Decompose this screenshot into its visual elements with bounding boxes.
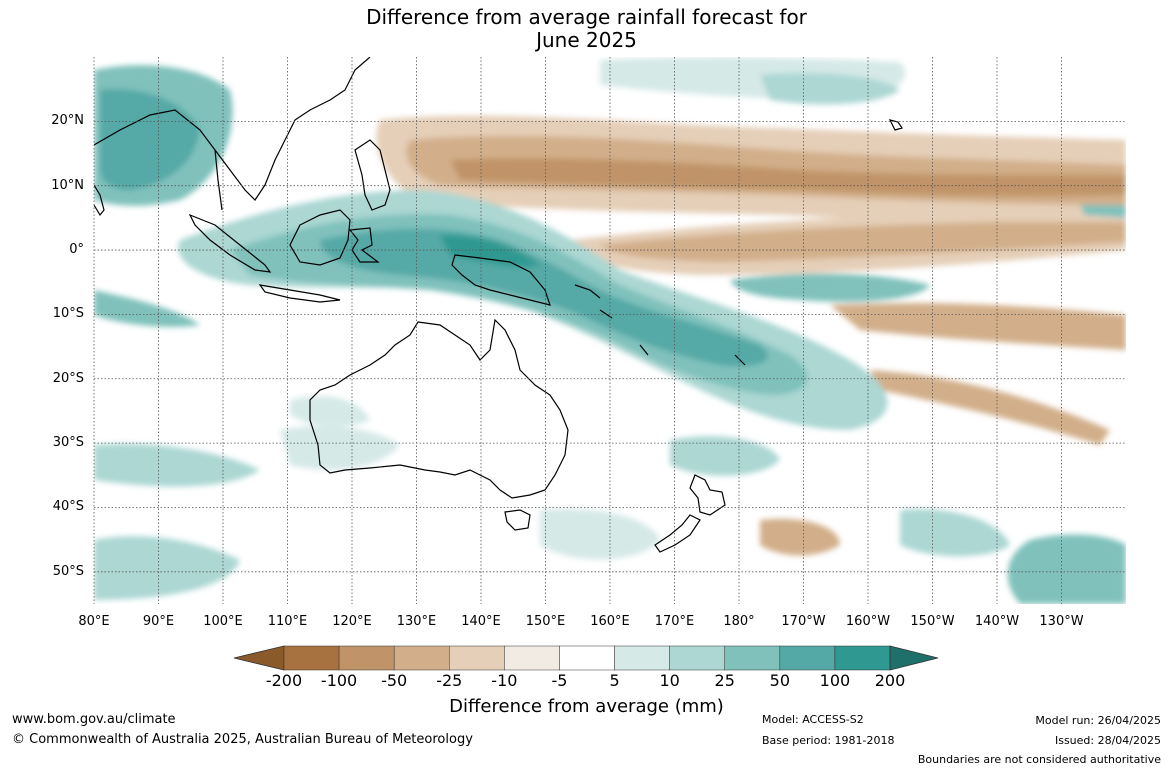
latitude-label: 20°N	[51, 113, 84, 129]
latitude-label: 0°	[69, 242, 84, 258]
colorbar-tick-label: -100	[320, 671, 358, 690]
longitude-label: 130°E	[396, 614, 437, 629]
longitude-label: 160°E	[590, 614, 630, 629]
latitude-label: 10°N	[51, 177, 84, 193]
colorbar-cell	[669, 645, 725, 671]
latitude-label: 50°S	[52, 563, 84, 579]
colorbar-cell	[283, 645, 340, 671]
longitude-label: 140°W	[974, 614, 1020, 629]
longitude-label: 130°W	[1039, 614, 1084, 629]
coastlines	[94, 57, 903, 553]
rainfall-anomaly-map	[93, 57, 1126, 604]
colorbar-cell	[614, 645, 670, 671]
latitude-label: 20°S	[52, 370, 84, 386]
colorbar-min-arrow	[233, 645, 285, 671]
colorbar-cell	[449, 645, 505, 671]
longitude-label: 170°E	[654, 614, 695, 629]
longitude-label: 80°E	[78, 614, 110, 629]
latitude-label: 40°S	[52, 499, 84, 515]
colorbar-cells	[233, 645, 939, 671]
colorbar-tick-label: -200	[265, 671, 303, 690]
colorbar-tick-label: 200	[874, 671, 906, 690]
colorbar-tick-label: 25	[714, 671, 735, 690]
colorbar-label: Difference from average (mm)	[449, 696, 724, 717]
colorbar-cell	[393, 645, 450, 671]
longitude-label: 170°W	[781, 614, 826, 629]
latitude-label: 10°S	[52, 306, 84, 322]
base-period: Base period: 1981-2018	[762, 734, 895, 747]
colorbar-tick-label: -25	[436, 671, 463, 690]
map-title: Difference from average rainfall forecas…	[366, 5, 807, 29]
graticule	[93, 57, 1126, 604]
longitude-label: 100°E	[203, 614, 243, 629]
colorbar-cell	[724, 645, 781, 671]
longitude-label: 110°E	[267, 614, 308, 629]
longitude-label: 140°E	[461, 614, 501, 629]
longitude-label: 120°E	[332, 614, 372, 629]
latitude-label: 30°S	[52, 435, 84, 451]
colorbar-cell	[779, 645, 836, 671]
colorbar-cell	[834, 645, 891, 671]
longitude-label: 150°E	[525, 614, 566, 629]
colorbar-cell	[504, 645, 560, 671]
model-run-date: Model run: 26/04/2025	[1035, 714, 1161, 727]
longitude-label: 150°W	[910, 614, 955, 629]
colorbar-tick-label: 10	[659, 671, 680, 690]
colorbar-max-arrow	[889, 645, 939, 671]
colorbar-tick-label: 5	[609, 671, 620, 690]
boundaries-disclaimer: Boundaries are not considered authoritat…	[917, 753, 1161, 766]
model-name: Model: ACCESS-S2	[762, 713, 864, 726]
colorbar-cell	[559, 645, 615, 671]
map-subtitle-month: June 2025	[536, 28, 637, 52]
website-link[interactable]: www.bom.gov.au/climate	[12, 712, 176, 727]
colorbar-tick-label: -5	[551, 671, 568, 690]
copyright-text: © Commonwealth of Australia 2025, Austra…	[12, 732, 473, 747]
longitude-label: 90°E	[142, 614, 175, 629]
colorbar-cell	[338, 645, 395, 671]
longitude-label: 160°W	[845, 614, 891, 629]
colorbar-tick-label: -50	[381, 671, 408, 690]
colorbar-tick-label: 50	[769, 671, 790, 690]
colorbar-tick-label: 100	[819, 671, 851, 690]
issued-date: Issued: 28/04/2025	[1054, 734, 1161, 747]
colorbar-tick-label: -10	[491, 671, 518, 690]
longitude-label: 180°	[723, 614, 755, 629]
